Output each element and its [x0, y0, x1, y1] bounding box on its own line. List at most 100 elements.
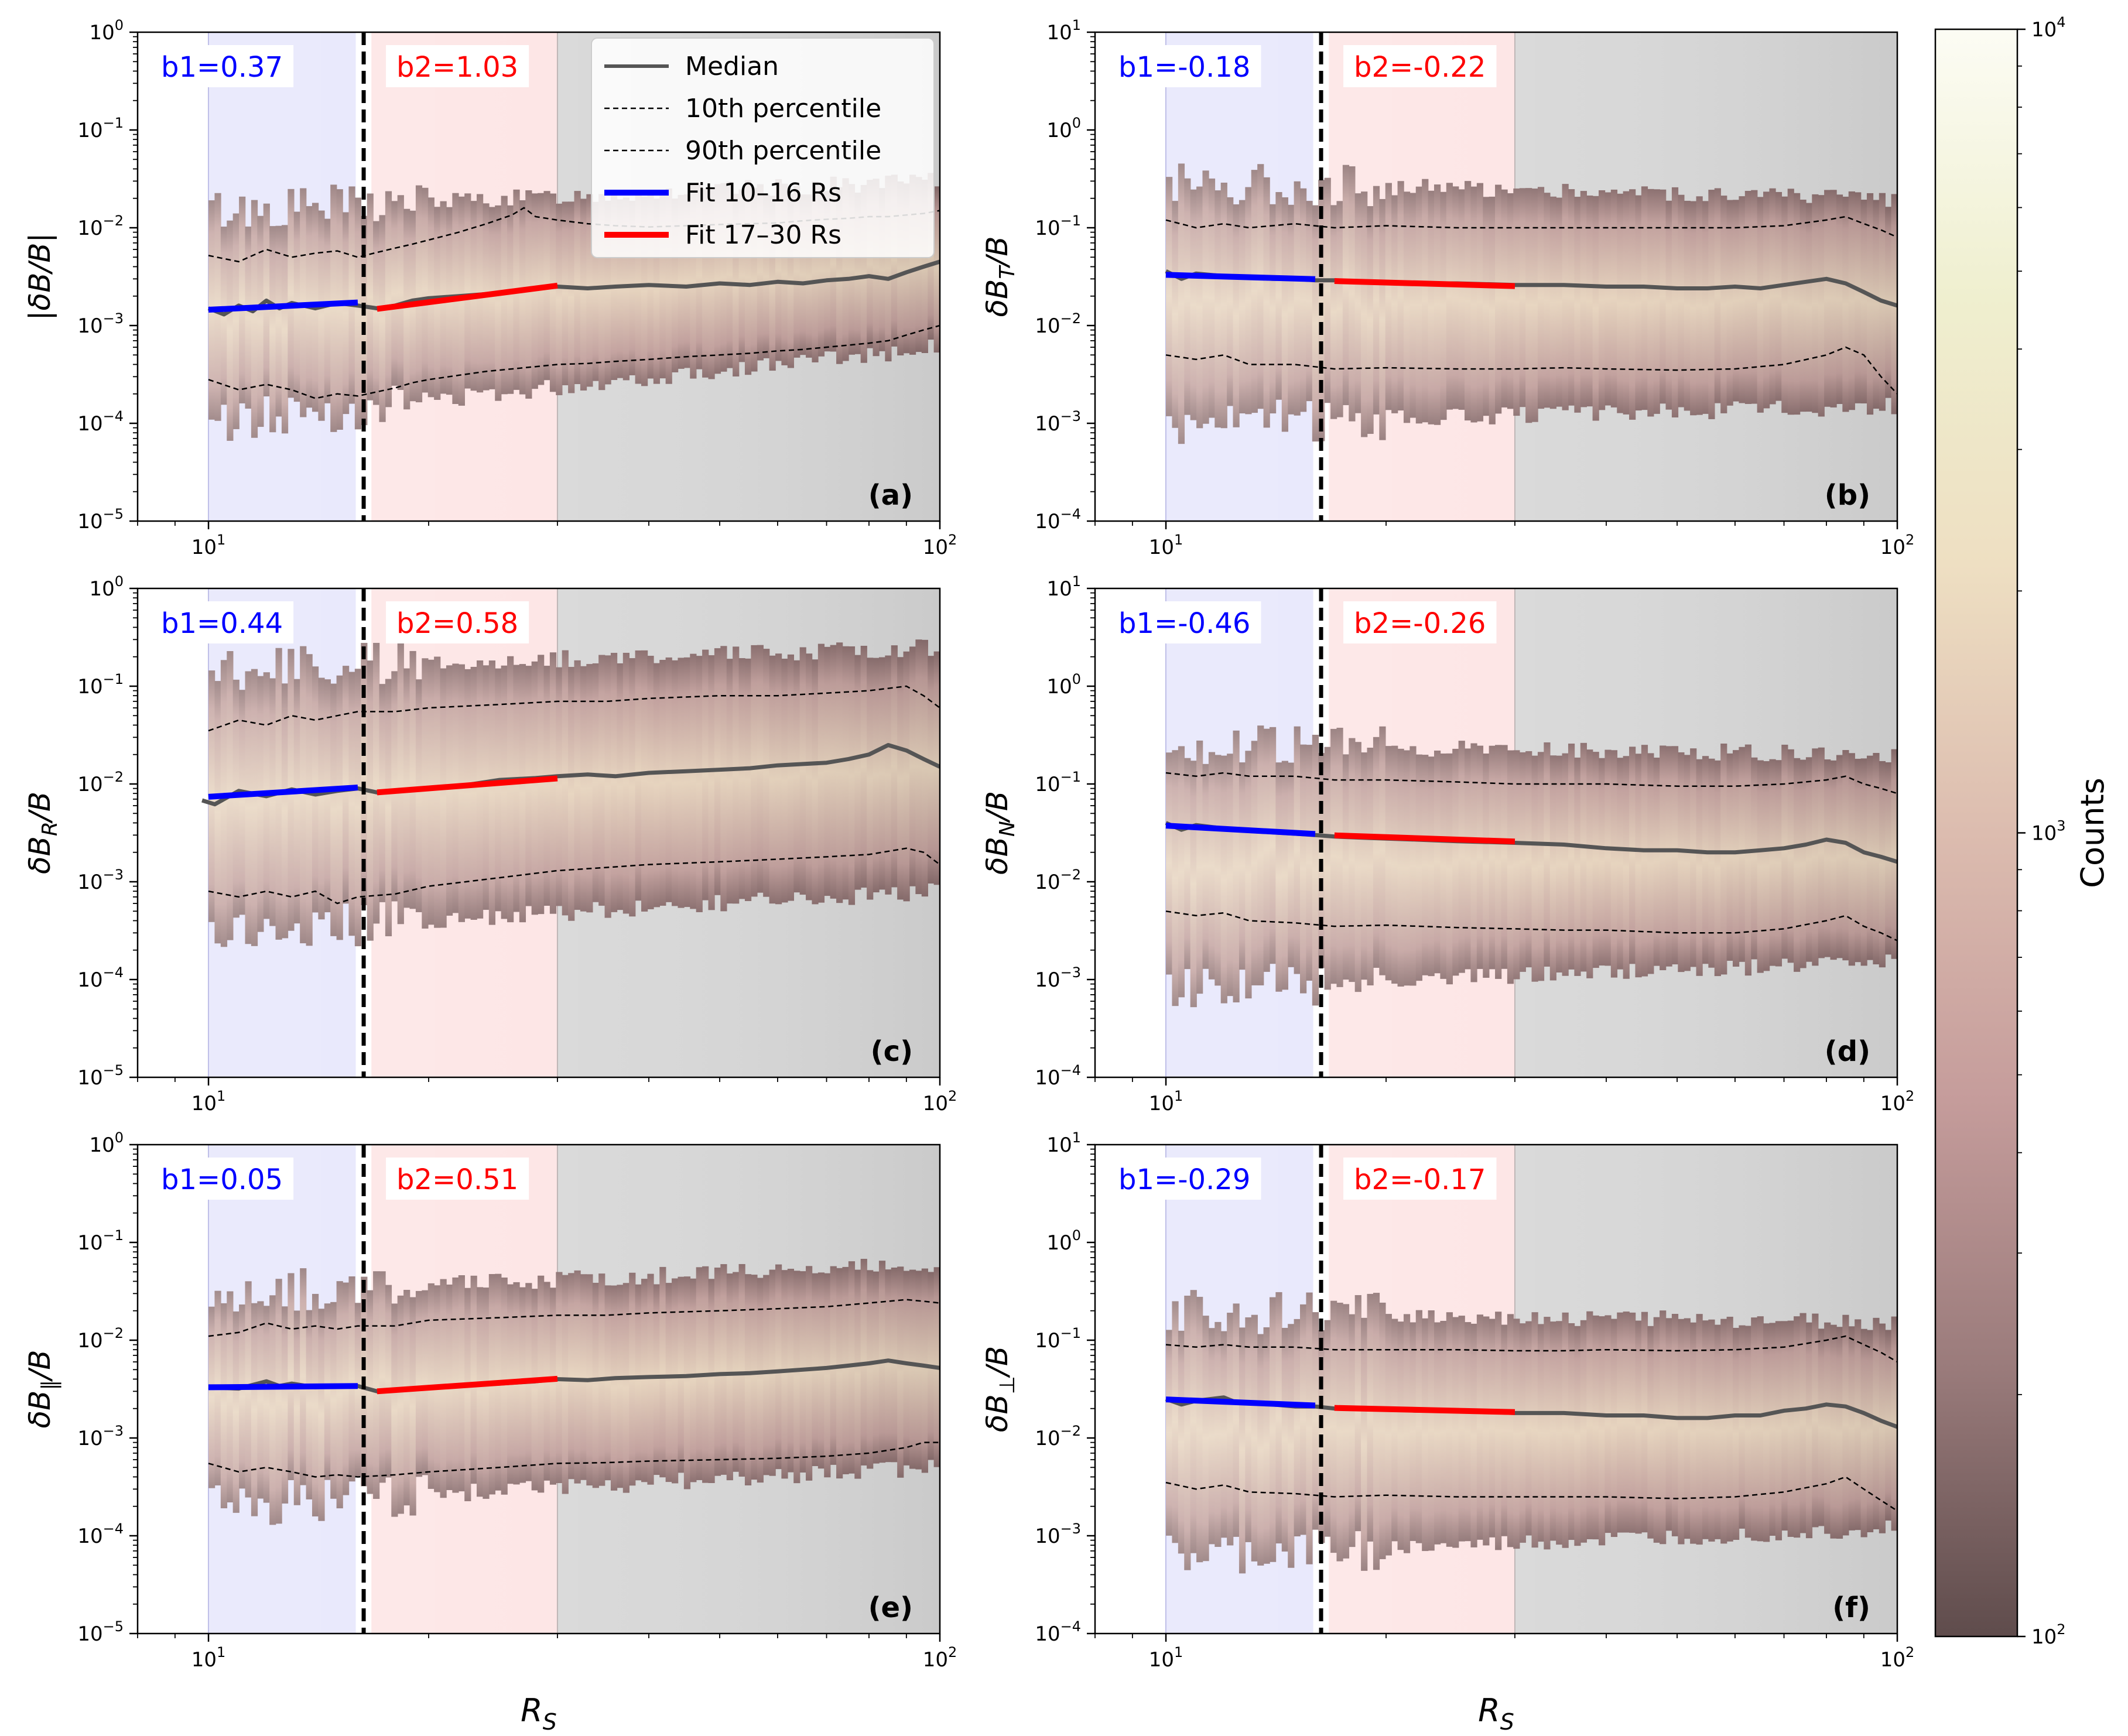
- panel-label: (f): [1832, 1591, 1870, 1624]
- heatmap: [208, 588, 940, 1077]
- y-tick-label: 10−1: [77, 671, 124, 698]
- legend-fit-outer-label: Fit 17–30 Rs: [685, 220, 841, 250]
- panel-b: b1=-0.18 b2=-0.22 (b) 10−4 10−3 10−2 10−1 100 10…: [980, 17, 1914, 559]
- y-tick-label: 100: [89, 1129, 124, 1157]
- y-tick-label: 10−2: [77, 769, 124, 796]
- y-axis-label: |δB/B|: [23, 233, 57, 321]
- x-axis-label: RS: [1478, 1692, 1514, 1735]
- y-tick-label: 10−1: [77, 115, 124, 142]
- b1-annotation-box: [1108, 601, 1261, 643]
- y-tick-label: 10−4: [1035, 1062, 1081, 1090]
- axes-frame: [1094, 31, 1898, 522]
- y-tick-label: 10−3: [77, 867, 124, 894]
- legend-fit-inner-label: Fit 10–16 Rs: [685, 178, 841, 208]
- y-tick-label: 10−3: [1035, 964, 1081, 992]
- x-tick-label: 101: [1149, 1644, 1183, 1672]
- y-tick-label: 10−2: [77, 1325, 124, 1352]
- b2-annotation-box: [1343, 1158, 1497, 1200]
- y-tick-label: 10−4: [77, 408, 124, 436]
- y-tick-label: 100: [1046, 1227, 1081, 1255]
- b2-annotation: b2=0.58: [396, 607, 518, 640]
- y-tick-label: 10−3: [77, 310, 124, 338]
- y-tick-label: 10−4: [77, 1521, 124, 1548]
- panel-label: (b): [1825, 479, 1870, 512]
- b1-annotation-box: [1108, 1158, 1261, 1200]
- y-tick-label: 10−3: [77, 1423, 124, 1450]
- x-tick-label: 102: [1880, 1644, 1915, 1672]
- b2-annotation: b2=0.51: [396, 1163, 518, 1196]
- p10-line: [208, 324, 940, 399]
- x-tick-label: 102: [923, 1644, 957, 1672]
- colorbar-label: Counts: [2074, 778, 2111, 888]
- b1-annotation: b1=0.05: [161, 1163, 283, 1196]
- y-axis-label: δBT/B: [980, 236, 1019, 317]
- p90-line: [1165, 772, 1897, 795]
- fit-line-outer: [377, 282, 558, 312]
- y-tick-label: 100: [1046, 671, 1081, 698]
- y-tick-label: 10−1: [1035, 213, 1081, 240]
- p90-line: [1165, 1335, 1897, 1363]
- y-tick-label: 10−2: [77, 213, 124, 240]
- y-axis-label: δB⊥/B: [980, 1346, 1019, 1432]
- fit-line-outer: [377, 1375, 558, 1395]
- fit-line-inner: [1165, 823, 1316, 837]
- fit-line-inner: [208, 785, 358, 800]
- axes-frame: [1094, 587, 1898, 1078]
- y-tick-label: 10−4: [77, 964, 124, 992]
- b1-annotation: b1=-0.18: [1118, 51, 1250, 84]
- b2-annotation: b2=-0.22: [1354, 51, 1486, 84]
- y-tick-label: 10−2: [1035, 1423, 1081, 1450]
- y-tick-label: 10−3: [1035, 1521, 1081, 1548]
- b1-annotation: b1=-0.29: [1118, 1163, 1250, 1196]
- fit-line-inner: [1165, 272, 1316, 282]
- fit-line-outer: [1334, 1405, 1515, 1415]
- b2-annotation: b2=-0.26: [1354, 607, 1486, 640]
- axes-frame: [136, 31, 941, 522]
- p10-line: [208, 847, 940, 905]
- x-tick-label: 101: [191, 532, 226, 559]
- legend-p90-label: 90th percentile: [685, 136, 881, 166]
- fit-line-inner: [208, 1383, 358, 1391]
- panels: b1=0.37 b2=1.03 (a) 10−5 10−4 10−3 10−2 10−1 100…: [23, 17, 1914, 1672]
- fit-line-outer: [377, 775, 558, 796]
- x-tick-label: 102: [1880, 532, 1915, 559]
- b1-annotation: b1=0.37: [161, 51, 283, 84]
- y-axis-label: δBR/B: [23, 792, 62, 874]
- legend-box: [591, 37, 935, 258]
- heatmap-shade: [208, 588, 940, 1077]
- b1-annotation-box: [1108, 45, 1261, 87]
- y-axis-label: δBN/B: [980, 791, 1019, 875]
- y-tick-label: 10−5: [77, 1618, 124, 1646]
- b1-annotation: b1=-0.46: [1118, 607, 1250, 640]
- x-tick-label: 102: [923, 532, 957, 559]
- b2-annotation-box: [1343, 45, 1497, 87]
- b1-annotation-box: [150, 1158, 294, 1200]
- p90-line: [208, 1299, 940, 1337]
- y-tick-label: 101: [1046, 1129, 1081, 1157]
- p10-line: [208, 1441, 940, 1478]
- panel-d: b1=-0.46 b2=-0.26 (d) 10−4 10−3 10−2 10−1 100 10…: [980, 573, 1914, 1115]
- p10-line: [1165, 1476, 1897, 1512]
- axes-frame: [1094, 1143, 1898, 1635]
- x-tick-label: 101: [191, 1644, 226, 1672]
- x-tick-label: 102: [923, 1088, 957, 1115]
- p10-line: [1165, 346, 1897, 395]
- p90-line: [1165, 215, 1897, 238]
- p10-line: [1165, 910, 1897, 941]
- legend-p10-label: 10th percentile: [685, 94, 881, 124]
- legend: Median 10th percentile 90th percentile Fit …: [591, 37, 935, 258]
- colorbar-tick-label: 103: [2031, 818, 2066, 845]
- y-tick-label: 10−1: [1035, 1325, 1081, 1352]
- y-axis-label: δB∥/B: [23, 1350, 62, 1428]
- y-tick-label: 10−5: [77, 1062, 124, 1090]
- panel-a: b1=0.37 b2=1.03 (a) 10−5 10−4 10−3 10−2 10−1 100…: [23, 17, 957, 559]
- panel-label: (d): [1825, 1035, 1870, 1068]
- panel-f: b1=-0.29 b2=-0.17 (f) 10−4 10−3 10−2 10−1 100 10…: [980, 1129, 1914, 1672]
- axes-frame: [136, 1143, 941, 1635]
- panel-e: b1=0.05 b2=0.51 (e) 10−5 10−4 10−3 10−2 10−1 100…: [23, 1129, 957, 1672]
- y-tick-label: 10−1: [1035, 769, 1081, 796]
- y-tick-label: 100: [89, 17, 124, 44]
- fit-line-outer: [1334, 832, 1515, 845]
- axes-frame: [136, 587, 941, 1078]
